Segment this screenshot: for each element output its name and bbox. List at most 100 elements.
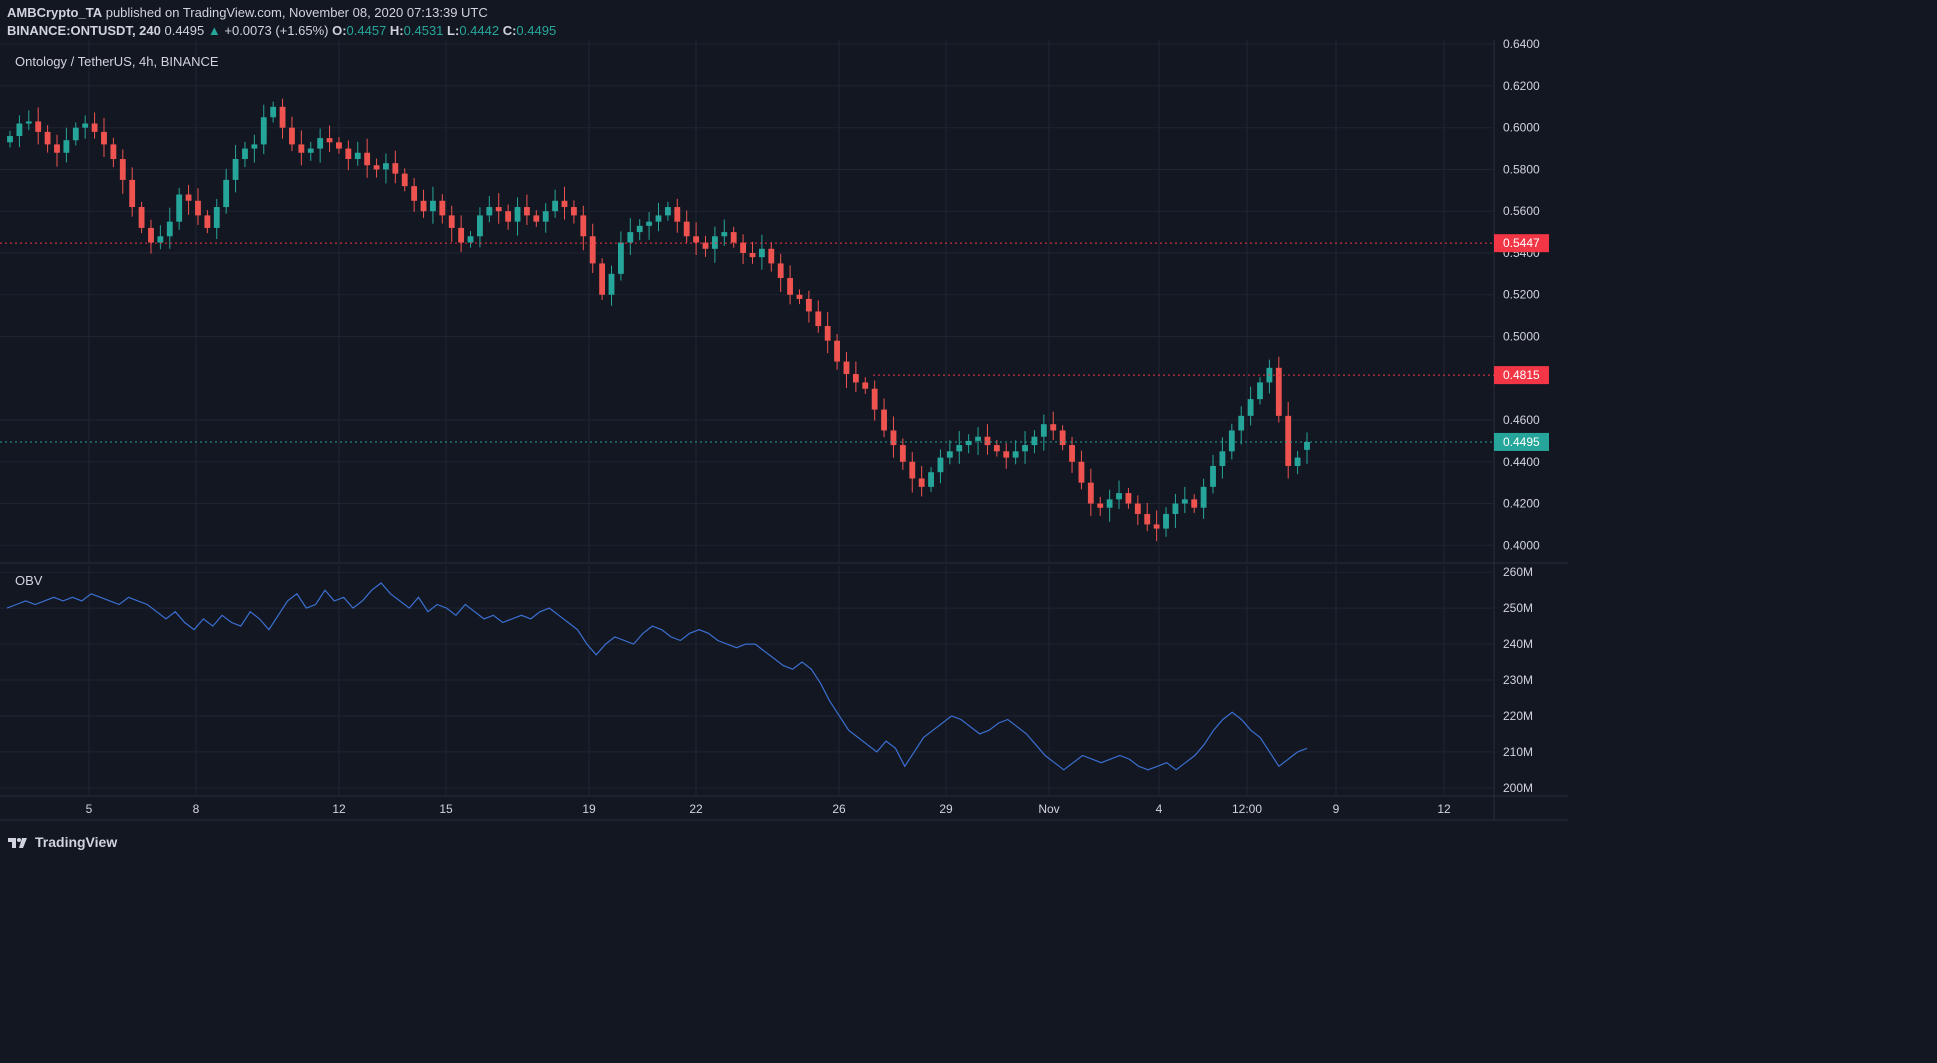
candle-body [928,472,934,487]
candle-body [439,200,446,216]
candle-body [35,121,42,132]
candle-body [890,430,897,446]
x-tick-label: 12 [1437,802,1451,816]
candle-body [570,207,577,216]
level-price-label: 0.4495 [1503,435,1540,449]
candle-body [110,144,117,160]
candle-body [1078,461,1085,483]
y-tick-label: 0.4200 [1503,497,1540,511]
candle-body [1257,382,1263,400]
candle-body [862,382,869,389]
candle-body [157,236,164,243]
candle-body [1134,503,1141,514]
level-price-label: 0.5447 [1503,236,1540,250]
candle-body [82,123,89,128]
candle-body [627,232,634,243]
candle-body [1144,513,1151,525]
up-arrow-icon: ▲ [207,23,221,38]
candle-body [44,131,51,145]
y-tick-label: 0.6000 [1503,121,1540,135]
y-tick-label: 0.6200 [1503,79,1540,93]
candle-body [354,152,361,160]
candle-body [1116,493,1122,500]
candle-body [1040,424,1047,437]
candle-body [1228,430,1235,452]
chart-canvas[interactable]: 5 8 12 15 19 22 26 29 Nov 4 12:00 9 12 0.6400 0.6200 0.… [0,0,1568,860]
candle-body [871,388,878,410]
candle-body [852,374,859,383]
obv-pane[interactable] [6,582,1308,771]
candle-body [317,138,324,149]
footer-brand[interactable]: TradingView [7,832,117,852]
obv-tick-label: 210M [1503,745,1533,759]
candle-body [7,136,13,143]
candle-body [1003,451,1010,458]
obv-tick-label: 220M [1503,709,1533,723]
candle-body [674,207,681,222]
candle-body [279,106,286,128]
candle-body [1069,445,1075,462]
candle-body [918,478,925,487]
candle-body [458,227,465,243]
candle-body [242,148,248,160]
candle-body [1097,503,1104,508]
candle-body [119,159,126,180]
x-tick-label: 22 [689,802,703,816]
candle-body [148,227,154,243]
candle-body [72,127,79,141]
x-tick-label: Nov [1038,802,1059,816]
candle-body [834,340,840,362]
candle-body [213,207,220,228]
ohlc-line: BINANCE:ONTUSDT, 240 0.4495 ▲ +0.0073 (+… [7,23,556,38]
candle-body [204,215,211,228]
y-tick-label: 0.4600 [1503,413,1540,427]
y-tick-label: 0.5000 [1503,329,1540,343]
candle-body [984,436,991,446]
x-tick-label: 9 [1333,802,1340,816]
candle-body [937,457,944,473]
candle-body [956,445,963,452]
price-pane[interactable] [0,98,1494,542]
candle-body [411,186,418,201]
candle-body [1012,451,1019,458]
candle-body [383,163,389,170]
candle-body [185,194,192,201]
candle-body [289,127,295,145]
candle-body [467,236,474,243]
candle-body [91,123,98,132]
tradingview-logo-icon [8,838,27,848]
symbol-label[interactable]: BINANCE:ONTUSDT, 240 [7,23,161,38]
candle-body [260,117,267,145]
candle-body [524,207,530,216]
candle-body [63,140,70,153]
axes: 5 8 12 15 19 22 26 29 Nov 4 12:00 9 12 0.6400 0.6200 0.… [86,37,1549,816]
publisher-name[interactable]: AMBCrypto_TA [7,5,103,20]
candle-body [1219,451,1226,466]
candle-body [711,236,718,249]
candle-body [796,294,803,299]
candle-body [965,440,972,446]
candle-body [721,232,728,237]
candle-body [740,242,747,253]
close-label: C: [502,23,517,38]
candle-body [430,200,436,212]
obv-line [6,582,1308,771]
candle-body [1172,503,1179,514]
candle-body [533,215,540,222]
candle-body [1210,465,1216,487]
published-text: published on TradingView.com, November 0… [105,5,488,20]
candle-body [815,311,822,327]
x-tick-label: 15 [439,802,453,816]
candle-body [909,461,916,479]
price-change: +0.0073 (+1.65%) [224,23,329,38]
candle-body [646,221,653,226]
candle-body [1181,499,1188,504]
candle-body [477,215,483,237]
low-value: 0.4442 [459,23,500,38]
candle-body [617,242,624,274]
candle-body [580,215,587,237]
candle-body [223,179,230,208]
candle-body [1163,513,1169,529]
candle-body [599,263,606,295]
level-price-label: 0.4815 [1503,368,1540,382]
